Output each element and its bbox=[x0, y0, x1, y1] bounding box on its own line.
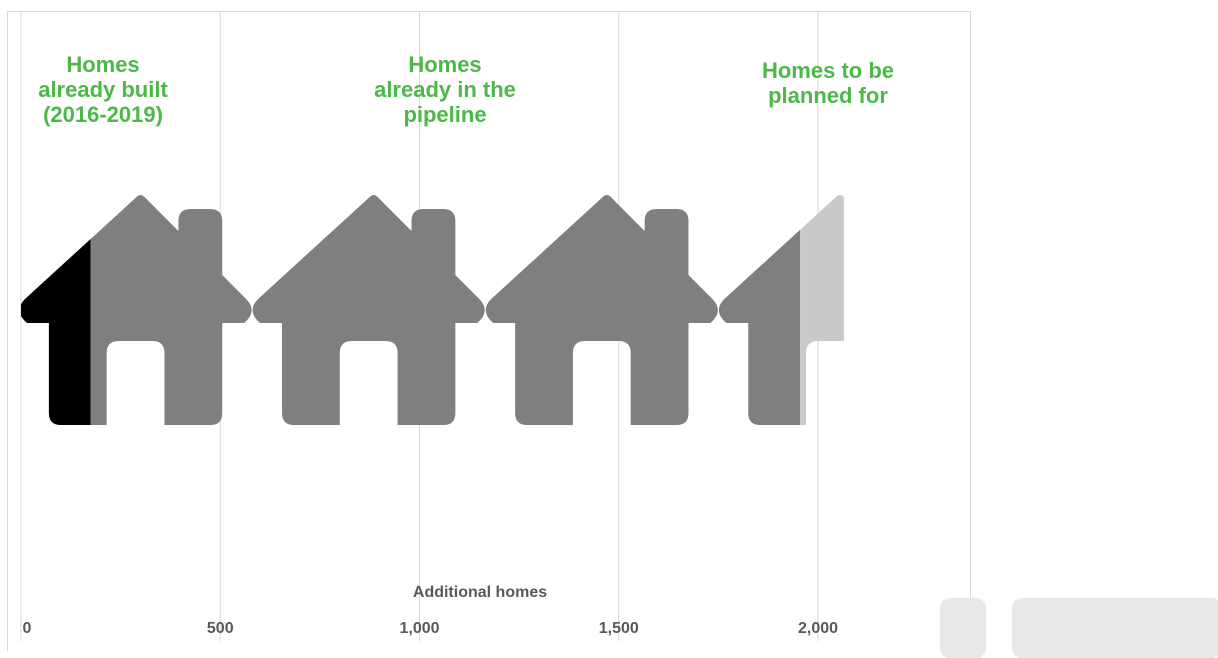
segment-label-line: planned for bbox=[762, 83, 894, 108]
house-icon bbox=[486, 195, 718, 425]
segment-label-line: Homes bbox=[38, 52, 168, 77]
segment-label-line: Homes bbox=[374, 52, 516, 77]
x-tick-label-0: 0 bbox=[23, 620, 32, 638]
segment-label-2: Homes to be planned for bbox=[762, 58, 894, 108]
house-icon bbox=[1185, 195, 1218, 425]
x-tick-label-2: 1,000 bbox=[399, 620, 439, 638]
x-tick-label-3: 1,500 bbox=[599, 620, 639, 638]
segment-label-line: (2016-2019) bbox=[38, 102, 168, 127]
house-icon bbox=[952, 195, 1184, 425]
side-panel-left bbox=[940, 598, 986, 658]
x-axis-title: Additional homes bbox=[413, 584, 547, 602]
x-tick-label-4: 2,000 bbox=[798, 620, 838, 638]
house-icon bbox=[1185, 195, 1218, 425]
segment-label-line: pipeline bbox=[374, 102, 516, 127]
house-icon bbox=[253, 195, 485, 425]
house-icon bbox=[952, 195, 1184, 425]
segment-label-line: already in the bbox=[374, 77, 516, 102]
chart-plot bbox=[0, 0, 1218, 641]
house-icon bbox=[1185, 195, 1218, 425]
x-tick-label-1: 500 bbox=[207, 620, 234, 638]
side-panel-right bbox=[1012, 598, 1218, 658]
segment-label-line: Homes to be bbox=[762, 58, 894, 83]
segment-label-0: Homes already built (2016-2019) bbox=[38, 52, 168, 127]
house-icon bbox=[952, 195, 1184, 425]
segment-label-1: Homes already in the pipeline bbox=[374, 52, 516, 127]
segment-label-line: already built bbox=[38, 77, 168, 102]
